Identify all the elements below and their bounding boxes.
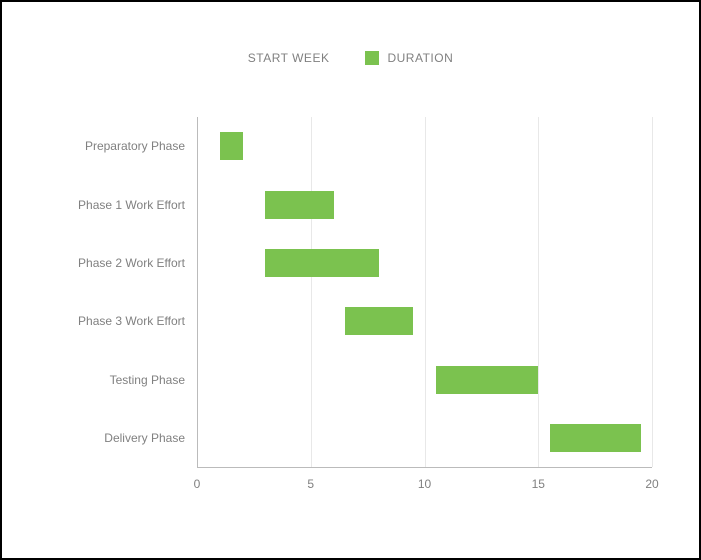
- gantt-bar: [265, 191, 333, 219]
- legend-item: START WEEK: [248, 50, 330, 65]
- gridline: [311, 117, 312, 467]
- gantt-bar: [220, 132, 243, 160]
- legend-label: DURATION: [387, 51, 453, 65]
- y-tick-label: Phase 3 Work Effort: [78, 314, 185, 328]
- gantt-bar: [265, 249, 379, 277]
- chart-frame: START WEEKDURATION 05101520Preparatory P…: [0, 0, 701, 560]
- x-tick-label: 5: [307, 477, 314, 491]
- gridline: [538, 117, 539, 467]
- y-tick-label: Preparatory Phase: [85, 139, 185, 153]
- x-tick-label: 10: [418, 477, 431, 491]
- x-axis-line: [197, 467, 652, 468]
- y-tick-label: Phase 2 Work Effort: [78, 256, 185, 270]
- y-tick-label: Testing Phase: [110, 373, 185, 387]
- y-axis-line: [197, 117, 198, 467]
- legend: START WEEK DURATION: [2, 50, 699, 65]
- x-tick-label: 20: [645, 477, 658, 491]
- legend-label: START WEEK: [248, 51, 330, 65]
- gridline: [652, 117, 653, 467]
- gantt-bar: [436, 366, 538, 394]
- legend-item: DURATION: [365, 50, 453, 65]
- y-tick-label: Phase 1 Work Effort: [78, 198, 185, 212]
- plot-area: 05101520Preparatory PhasePhase 1 Work Ef…: [197, 117, 652, 467]
- y-tick-label: Delivery Phase: [104, 431, 185, 445]
- x-tick-label: 15: [532, 477, 545, 491]
- gantt-bar: [345, 307, 413, 335]
- gridline: [425, 117, 426, 467]
- legend-swatch: [365, 51, 379, 65]
- gantt-bar: [550, 424, 641, 452]
- x-tick-label: 0: [194, 477, 201, 491]
